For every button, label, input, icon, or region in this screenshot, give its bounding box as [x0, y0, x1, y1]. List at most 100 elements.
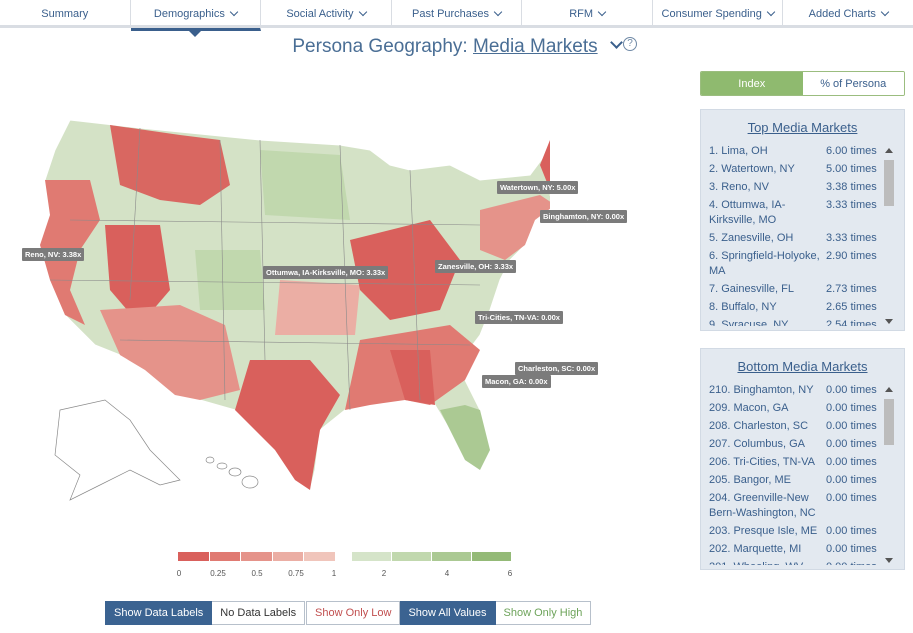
market-value: 0.00 times [826, 402, 877, 414]
map-region-plains[interactable] [275, 280, 360, 335]
legend-swatch [241, 552, 273, 561]
market-value: 3.33 times [826, 199, 877, 211]
scroll-down-icon[interactable] [885, 319, 893, 324]
tab-consumer-spending[interactable]: Consumer Spending [653, 0, 784, 28]
map-label-reno: Reno, NV: 3.38x [22, 248, 85, 261]
market-name: 9. Syracuse, NY [709, 319, 789, 326]
index-percent-toggle: Index % of Persona [700, 71, 905, 96]
show-all-values-button[interactable]: Show All Values [400, 601, 496, 625]
list-item[interactable]: 1. Lima, OH 6.00 times [709, 144, 878, 159]
map-label-charleston: Charleston, SC: 0.00x [515, 362, 599, 375]
tab-summary[interactable]: Summary [0, 0, 131, 28]
legend-tick: 0.25 [210, 569, 226, 578]
scroll-up-icon[interactable] [885, 148, 893, 153]
map-region-midwest[interactable] [350, 220, 460, 320]
tab-rfm[interactable]: RFM [522, 0, 653, 28]
market-name: 205. Bangor, ME [709, 474, 791, 486]
show-data-labels-button[interactable]: Show Data Labels [105, 601, 213, 625]
market-value: 2.65 times [826, 301, 877, 313]
tab-label: Past Purchases [412, 8, 490, 20]
list-item[interactable]: 210. Binghamton, NY 0.00 times [709, 383, 878, 398]
map-alaska[interactable] [54, 399, 181, 501]
list-item[interactable]: 208. Charleston, SC 0.00 times [709, 419, 878, 434]
chevron-down-icon [358, 7, 367, 17]
map-region-upper-midwest-green[interactable] [260, 150, 350, 220]
list-item[interactable]: 6. Springfield-Holyoke, MA 2.90 times [709, 249, 878, 279]
market-name: 209. Macon, GA [709, 402, 789, 414]
list-item[interactable]: 204. Greenville-New Bern-Washington, NC 0… [709, 491, 878, 521]
list-item[interactable]: 206. Tri-Cities, TN-VA 0.00 times [709, 455, 878, 470]
tab-label: Consumer Spending [661, 8, 762, 20]
list-item[interactable]: 207. Columbus, GA 0.00 times [709, 437, 878, 452]
market-value: 3.33 times [826, 232, 877, 244]
legend-swatch [304, 552, 336, 561]
list-item[interactable]: 202. Marquette, MI 0.00 times [709, 542, 878, 557]
list-item[interactable]: 3. Reno, NV 3.38 times [709, 180, 878, 195]
bottom-media-markets-title[interactable]: Bottom Media Markets [737, 359, 868, 374]
market-value: 0.00 times [826, 438, 877, 450]
chevron-down-icon [597, 7, 607, 17]
map-hawaii[interactable] [205, 456, 259, 489]
show-only-high-button[interactable]: Show Only High [495, 601, 592, 625]
legend-swatch [472, 552, 512, 561]
legend-low-scale [178, 552, 336, 561]
value-filter-toggle: Show Only Low Show All Values Show Only … [306, 601, 592, 625]
map-region-great-basin[interactable] [105, 225, 170, 325]
map-region-mississippi[interactable] [390, 350, 435, 405]
state-borders [49, 127, 481, 411]
list-item[interactable]: 205. Bangor, ME 0.00 times [709, 473, 878, 488]
market-value: 0.00 times [826, 560, 878, 565]
legend-swatch [272, 552, 305, 561]
tab-social-activity[interactable]: Social Activity [261, 0, 392, 28]
top-media-markets-title[interactable]: Top Media Markets [747, 120, 858, 135]
map-label-ottumwa: Ottumwa, IA-Kirksville, MO: 3.33x [263, 266, 389, 279]
show-only-low-button[interactable]: Show Only Low [306, 601, 401, 625]
list-item[interactable]: 9. Syracuse, NY 2.54 times [709, 318, 878, 326]
index-button[interactable]: Index [701, 72, 803, 95]
map-region-southwest[interactable] [100, 305, 240, 400]
market-name: 207. Columbus, GA [709, 438, 805, 450]
scrollbar[interactable] [882, 385, 894, 565]
list-item[interactable]: 4. Ottumwa, IA-Kirksville, MO 3.33 times [709, 198, 878, 228]
list-item[interactable]: 2. Watertown, NY 5.00 times [709, 162, 878, 177]
legend-swatch [178, 552, 210, 561]
market-name: 3. Reno, NV [709, 181, 769, 193]
scroll-thumb[interactable] [884, 399, 894, 445]
map-label-binghamton: Binghamton, NY: 0.00x [540, 210, 628, 223]
map-region-mountain-green[interactable] [195, 250, 265, 310]
help-icon[interactable]: ? [623, 37, 637, 51]
legend-tick: 1 [331, 569, 337, 578]
legend-tick: 2 [381, 569, 387, 578]
scroll-thumb[interactable] [884, 160, 894, 206]
market-value: 0.00 times [826, 543, 877, 555]
legend-swatch [392, 552, 432, 561]
tab-demographics[interactable]: Demographics [130, 0, 262, 37]
list-item[interactable]: 8. Buffalo, NY 2.65 times [709, 300, 878, 315]
map-svg [39, 119, 571, 501]
scroll-down-icon[interactable] [885, 558, 893, 563]
map-region-florida-gulf[interactable] [440, 405, 490, 470]
market-name: 208. Charleston, SC [709, 420, 809, 432]
list-item[interactable]: 201. Wheeling, WV0.00 times [709, 560, 878, 565]
map-region-northwest[interactable] [110, 125, 230, 205]
list-item[interactable]: 5. Zanesville, OH 3.33 times [709, 231, 878, 246]
market-value: 0.00 times [826, 492, 877, 504]
map-region-northeast[interactable] [480, 195, 555, 260]
chevron-down-icon[interactable] [609, 36, 623, 49]
list-item[interactable]: 203. Presque Isle, ME 0.00 times [709, 524, 878, 539]
tab-past-purchases[interactable]: Past Purchases [392, 0, 523, 28]
chevron-down-icon [229, 7, 239, 17]
market-name: 204. Greenville-New Bern-Washington, NC [709, 492, 816, 519]
list-item[interactable]: 7. Gainesville, FL 2.73 times [709, 282, 878, 297]
percent-of-persona-button[interactable]: % of Persona [802, 72, 904, 95]
tab-added-charts[interactable]: Added Charts [783, 0, 913, 28]
scroll-up-icon[interactable] [885, 387, 893, 392]
map-label-tri-cities: Tri-Cities, TN-VA: 0.00x [475, 311, 563, 324]
scrollbar[interactable] [882, 146, 894, 326]
legend-swatch [352, 552, 392, 561]
list-item[interactable]: 209. Macon, GA 0.00 times [709, 401, 878, 416]
market-name: 202. Marquette, MI [709, 543, 802, 555]
map-region-texas[interactable] [235, 360, 340, 490]
media-markets-link[interactable]: Media Markets [473, 36, 598, 57]
no-data-labels-button[interactable]: No Data Labels [212, 601, 306, 625]
